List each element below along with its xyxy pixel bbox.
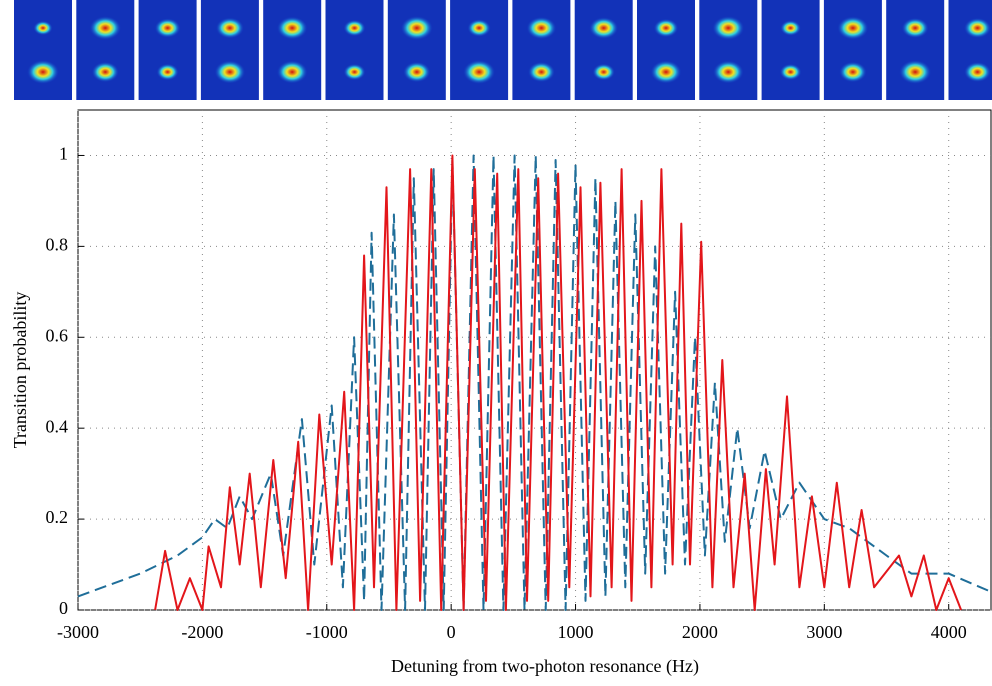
y-tick-label: 0.2 (46, 507, 69, 527)
thumbnail (76, 0, 135, 100)
thumbnail (450, 0, 509, 100)
x-tick-label: -3000 (57, 622, 99, 642)
thumbnail-spot (156, 63, 179, 81)
x-tick-label: 2000 (682, 622, 718, 642)
thumbnail (574, 0, 633, 100)
thumbnail-spot (27, 60, 59, 84)
thumbnail (512, 0, 571, 100)
x-tick-label: 4000 (931, 622, 967, 642)
thumbnail (14, 0, 72, 100)
thumbnail-spot (712, 16, 745, 40)
thumbnail-spot (33, 20, 53, 36)
x-tick-label: -2000 (181, 622, 223, 642)
thumbnail-spot (780, 20, 801, 36)
thumbnail-spot (526, 16, 557, 40)
thumbnail (761, 0, 820, 100)
thumbnail-spot (964, 61, 991, 83)
thumbnail-spot (463, 60, 496, 84)
thumbnail-spot (400, 16, 433, 40)
thumbnail (387, 0, 446, 100)
thumbnail-spot (713, 60, 744, 84)
x-tick-label: -1000 (306, 622, 348, 642)
lines (77, 154, 992, 611)
thumbnail-spot (276, 60, 308, 84)
y-tick-label: 0.4 (46, 416, 69, 436)
thumbnail-spot (653, 18, 679, 38)
thumbnail-spot (779, 63, 802, 81)
x-tick-label: 1000 (558, 622, 594, 642)
thumbnail-spot (467, 19, 491, 37)
data-line (77, 154, 992, 611)
thumbnail (886, 0, 945, 100)
y-axis-label: Transition probability (10, 292, 30, 449)
x-tick-label: 3000 (806, 622, 842, 642)
grid: -3000 -2000 -1000 0 1000 2000 3000 4000 0 0.2 0.4 0… (46, 110, 991, 642)
x-tick-label: 0 (447, 622, 456, 642)
thumbnail-spot (839, 61, 867, 83)
thumbnail-spot (154, 18, 181, 38)
thumbnail (138, 0, 197, 100)
thumbnail-spot (592, 63, 615, 81)
data-line (154, 154, 963, 611)
thumbnail (263, 0, 322, 100)
thumbnail-spot (899, 60, 932, 84)
thumbnail (637, 0, 695, 100)
thumbnail-spot (214, 60, 246, 84)
thumbnail-spot (527, 61, 555, 83)
thumbnail-spot (589, 17, 619, 39)
thumbnail-spot (343, 63, 366, 81)
thumbnail-spot (276, 16, 308, 40)
thumbnail (325, 0, 384, 100)
thumbnail-spot (403, 61, 431, 83)
thumbnail-spot (901, 17, 929, 39)
thumbnail-spot (650, 60, 682, 84)
y-tick-label: 0.6 (46, 325, 69, 345)
thumbnail (948, 0, 992, 100)
thumbnail-spot (343, 19, 366, 37)
thumbnail (699, 0, 758, 100)
thumbnail-spot (91, 61, 119, 83)
thumbnail-spot (837, 16, 869, 40)
y-tick-label: 0.8 (46, 234, 69, 254)
y-tick-label: 1 (59, 144, 68, 164)
thumbnail-strip (14, 0, 992, 100)
thumbnail-spot (964, 17, 991, 39)
x-axis-label: Detuning from two-photon resonance (Hz) (391, 656, 699, 677)
thumbnail (200, 0, 259, 100)
thumbnail-spot (89, 16, 122, 40)
thumbnail-spot (215, 17, 244, 39)
thumbnail (823, 0, 882, 100)
y-tick-label: 0 (59, 598, 68, 618)
